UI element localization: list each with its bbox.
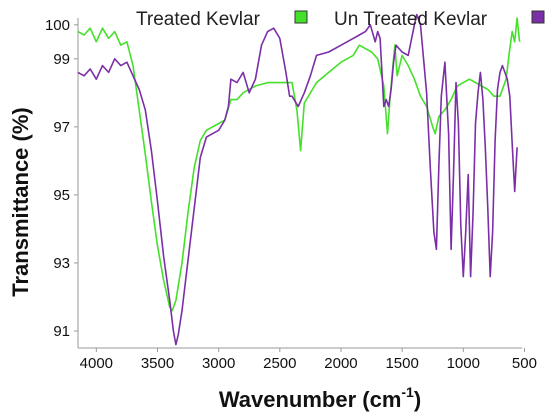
- legend-swatch-untreated: [531, 10, 545, 24]
- legend: Treated Kevlar Un Treated Kevlar: [136, 9, 545, 30]
- y-tick-label: 99: [53, 51, 70, 68]
- x-tick-label: 3000: [202, 355, 235, 372]
- x-tick-label: 1500: [385, 355, 418, 372]
- series-lines: [77, 13, 521, 346]
- x-axis-title: Wavenumber (cm-1): [219, 384, 421, 412]
- x-axis-title-end: ): [414, 387, 421, 412]
- y-tick-label: 93: [53, 255, 70, 272]
- y-axis-title: Transmittance (%): [8, 107, 33, 297]
- x-axis-title-main: Wavenumber (cm: [219, 387, 402, 412]
- y-tick-label: 100: [45, 17, 70, 34]
- x-axis-title-sup: -1: [401, 384, 414, 400]
- x-tick-label: 2500: [263, 355, 296, 372]
- y-tick-label: 91: [53, 323, 70, 340]
- axes: [74, 18, 525, 352]
- x-tick-label: 4000: [80, 355, 113, 372]
- legend-label-treated: Treated Kevlar: [136, 9, 261, 30]
- y-tick-label: 97: [53, 119, 70, 136]
- series-line-treated: [77, 17, 521, 312]
- y-tick-label: 95: [53, 187, 70, 204]
- x-tick-label: 1000: [447, 355, 480, 372]
- legend-swatch-treated: [294, 10, 308, 24]
- series-line-untreated: [77, 13, 518, 346]
- x-tick-label: 3500: [141, 355, 174, 372]
- x-tick-label: 2000: [324, 355, 357, 372]
- tick-labels: 4000 3500 3000 2500 2000 1500 1000 500 91 93 95 97 9…: [45, 17, 537, 372]
- x-tick-label: 500: [512, 355, 537, 372]
- legend-label-untreated: Un Treated Kevlar: [334, 9, 488, 30]
